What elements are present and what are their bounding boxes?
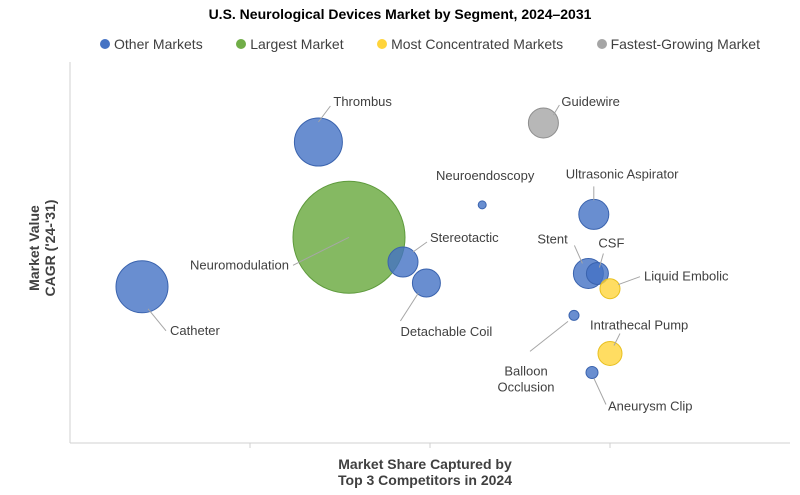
chart-title: U.S. Neurological Devices Market by Segm…: [208, 6, 592, 22]
bubble-balloon-occlusion: [568, 309, 580, 321]
x-axis-label-line1: Market Share Captured by: [338, 456, 512, 472]
leader-line-liquid-embolic: [617, 276, 641, 286]
legend-label-other: Other Markets: [114, 36, 203, 52]
legend-label-concentrated: Most Concentrated Markets: [391, 36, 564, 52]
data-label-thrombus: Thrombus: [333, 94, 392, 109]
leader-line-stent: [573, 245, 583, 264]
legend-label-fastest: Fastest-Growing Market: [610, 36, 760, 52]
legend-item-largest: Largest Market: [236, 36, 344, 52]
bubble-aneurysm-clip: [585, 366, 599, 380]
leader-line-aneurysm-clip: [593, 378, 607, 405]
leader-line-thrombus: [317, 105, 331, 123]
leader-line-neuromodulation: [292, 236, 350, 266]
bubble-thrombus: [293, 117, 343, 167]
bubble-intrathecal-pump: [597, 340, 623, 366]
leader-line-intrathecal-pump: [613, 333, 621, 346]
data-label-line: Occlusion: [497, 379, 554, 394]
data-label-guidewire: Guidewire: [561, 94, 620, 109]
data-label-neuroendoscopy: Neuroendoscopy: [436, 168, 535, 183]
legend-item-concentrated: Most Concentrated Markets: [377, 36, 563, 52]
bubble-catheter: [115, 260, 169, 314]
leader-line-detachable-coil: [399, 292, 419, 322]
bubble-stereotactic: [387, 246, 419, 278]
leader-line-csf: [598, 253, 604, 268]
leader-line-stereotactic: [412, 241, 428, 253]
bubble-guidewire: [527, 107, 559, 139]
bubble-liquid-embolic: [599, 278, 621, 300]
legend-item-fastest: Fastest-Growing Market: [596, 36, 760, 52]
leader-line-guidewire: [552, 104, 560, 116]
data-label-liquid-embolic: Liquid Embolic: [644, 269, 729, 284]
data-label-balloon-occlusion: Balloon Occlusion: [497, 363, 554, 394]
data-label-stent: Stent: [537, 231, 568, 246]
data-label-line: Balloon: [504, 363, 547, 378]
x-axis-label: Market Share Captured by Top 3 Competito…: [285, 456, 565, 488]
leader-line-balloon-occlusion: [529, 320, 569, 352]
data-label-catheter: Catheter: [170, 323, 221, 338]
leader-line-catheter: [147, 308, 167, 332]
data-label-detachable-coil: Detachable Coil: [401, 324, 493, 339]
legend-marker-fastest: [596, 39, 607, 49]
bubble-detachable-coil: [411, 268, 441, 298]
bubble-neuroendoscopy: [477, 200, 487, 210]
legend-marker-concentrated: [377, 39, 388, 49]
legend-label-largest: Largest Market: [250, 36, 344, 52]
legend-marker-other: [100, 39, 110, 49]
bubble-ultrasonic-aspirator: [578, 198, 610, 230]
data-label-intrathecal-pump: Intrathecal Pump: [590, 317, 688, 332]
data-label-ultrasonic-aspirator: Ultrasonic Aspirator: [566, 166, 679, 181]
data-label-neuromodulation: Neuromodulation: [190, 257, 289, 272]
x-axis-label-line2: Top 3 Competitors in 2024: [338, 472, 512, 488]
legend-item-other: Other Markets: [100, 36, 203, 52]
legend: Other Markets Largest Market Most Concen…: [100, 36, 760, 52]
legend-marker-largest: [236, 39, 247, 49]
bubble-csf: [585, 261, 609, 285]
data-label-stereotactic: Stereotactic: [430, 230, 499, 245]
data-label-csf: CSF: [598, 235, 624, 250]
data-label-aneurysm-clip: Aneurysm Clip: [608, 399, 693, 414]
